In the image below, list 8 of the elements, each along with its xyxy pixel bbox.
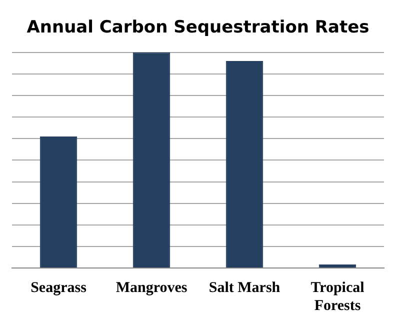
x-tick-label: Tropical Forests bbox=[310, 280, 364, 314]
bar bbox=[40, 136, 78, 268]
chart-title: Annual Carbon Sequestration Rates bbox=[26, 18, 370, 38]
x-tick-label: Salt Marsh bbox=[208, 280, 281, 296]
x-tick-label: Seagrass bbox=[30, 280, 87, 296]
x-tick-label: Mangroves bbox=[116, 280, 188, 296]
bar bbox=[132, 52, 170, 268]
bar bbox=[226, 61, 264, 268]
